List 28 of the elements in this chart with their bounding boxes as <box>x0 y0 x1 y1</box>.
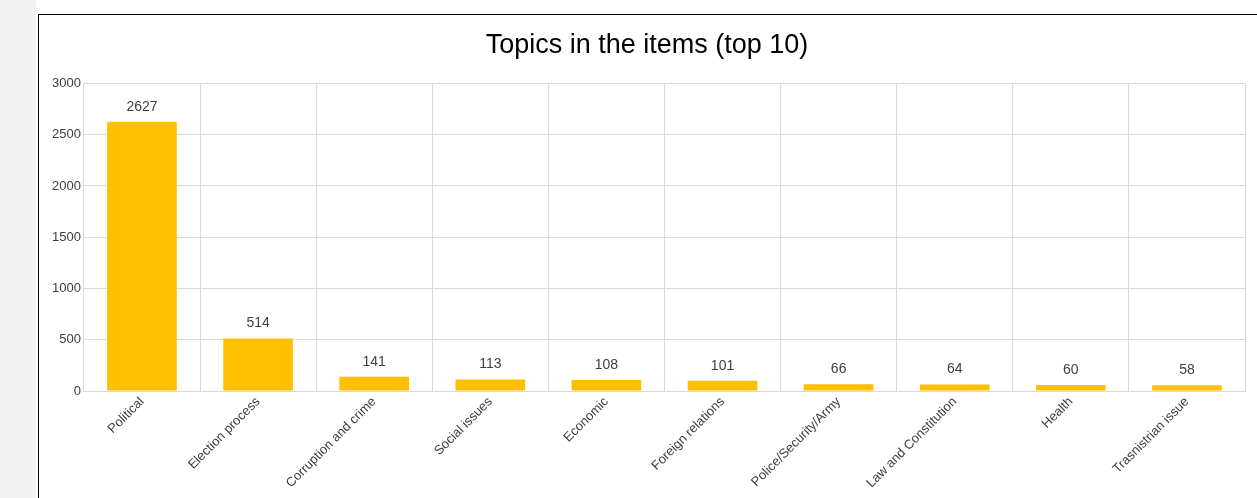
data-label: 64 <box>946 360 963 377</box>
y-tick-label: 0 <box>73 382 81 398</box>
y-tick-label: 2500 <box>52 126 81 142</box>
data-label: 66 <box>830 360 847 377</box>
y-tick-label: 1500 <box>52 228 81 244</box>
data-label: 101 <box>710 356 735 373</box>
bar <box>571 380 642 391</box>
data-label: 113 <box>479 355 502 372</box>
bar <box>803 384 874 391</box>
bar <box>1036 384 1106 391</box>
y-tick-label: 1000 <box>52 280 81 296</box>
y-tick-label: 3000 <box>52 74 81 90</box>
y-tick-label: 500 <box>59 331 81 347</box>
data-label: 2627 <box>126 97 158 114</box>
bar <box>223 338 293 391</box>
bar <box>687 380 758 391</box>
bar <box>1152 385 1222 391</box>
bar <box>107 121 177 391</box>
y-tick-label: 2000 <box>52 177 81 193</box>
data-label: 108 <box>594 355 619 372</box>
data-label: 514 <box>246 314 270 331</box>
data-label: 60 <box>1063 360 1079 377</box>
chart-title: Topics in the items (top 10) <box>485 28 809 59</box>
bar <box>455 379 526 391</box>
bar <box>919 384 990 391</box>
bar <box>339 376 410 391</box>
data-label: 141 <box>362 352 387 369</box>
data-label: 58 <box>1179 361 1195 378</box>
